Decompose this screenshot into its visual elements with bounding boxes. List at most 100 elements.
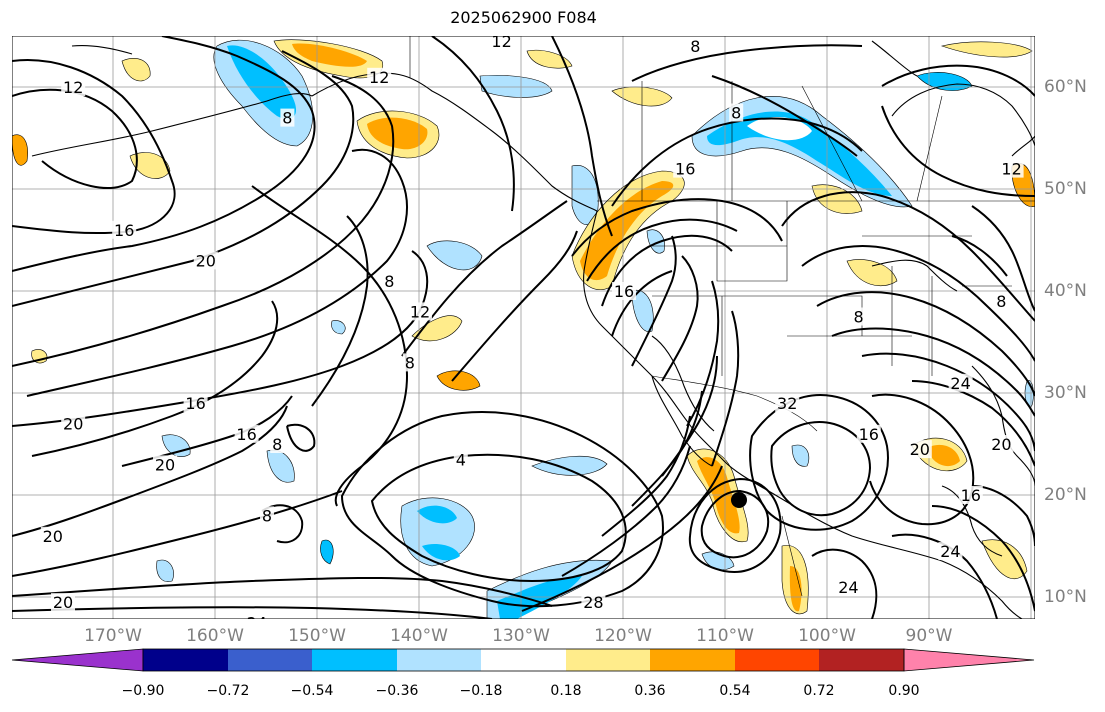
lon-label: 130°W xyxy=(492,626,550,646)
contour-label-bg xyxy=(234,424,259,443)
contour-label: 12 xyxy=(1001,160,1021,179)
contour-label-bg xyxy=(673,159,698,178)
lat-label: 20°N xyxy=(1044,485,1087,505)
lon-label: 170°W xyxy=(84,626,142,646)
colorbar-segment-2 xyxy=(228,649,312,671)
colorbar-segment-0 xyxy=(12,648,144,672)
contour-label-bg xyxy=(61,78,86,96)
contour-label-bg xyxy=(489,36,514,51)
contour-label-bg xyxy=(244,613,269,619)
contour-label-bg xyxy=(402,353,417,372)
contour-label: 16 xyxy=(859,425,879,444)
contour-label: 8 xyxy=(690,37,700,56)
contour-label: 4 xyxy=(456,450,466,469)
contour-label: 28 xyxy=(583,593,603,612)
contour-label: 20 xyxy=(63,415,83,434)
contour-label-bg xyxy=(688,37,703,56)
lat-label: 10°N xyxy=(1044,587,1087,607)
contour-label-bg xyxy=(999,159,1024,178)
contour-label: 20 xyxy=(155,455,175,474)
colorbar-tick-label: −0.36 xyxy=(375,683,419,699)
contour-label: 20 xyxy=(991,435,1011,454)
lon-label: 120°W xyxy=(594,626,652,646)
contour-label-bg xyxy=(153,455,177,474)
colorbar xyxy=(12,648,1035,672)
contour-label: 16 xyxy=(961,486,981,505)
contour-label: 32 xyxy=(777,394,797,413)
contour-label: 8 xyxy=(731,104,741,123)
contour-label-bg xyxy=(612,282,636,300)
contour-label-bg xyxy=(948,373,973,392)
contour-label-bg xyxy=(193,251,218,270)
contour-label-bg xyxy=(408,302,432,321)
contour-label: 20 xyxy=(196,251,216,270)
contour-label: 20 xyxy=(910,440,930,459)
colorbar-segment-3 xyxy=(312,649,397,671)
contour-label-bg xyxy=(382,271,397,290)
contour-label: 12 xyxy=(63,78,83,97)
colorbar-segment-4 xyxy=(397,649,481,671)
contour-label: 24 xyxy=(838,578,858,597)
contour-label-bg xyxy=(775,394,800,413)
lon-label: 110°W xyxy=(696,626,754,646)
lat-label: 30°N xyxy=(1044,383,1087,403)
contour-label: 8 xyxy=(262,506,272,525)
contour-label-bg xyxy=(907,440,932,459)
contour-label-bg xyxy=(958,486,983,504)
colorbar-tick-label: −0.54 xyxy=(290,683,334,699)
colorbar-segment-5 xyxy=(481,649,566,671)
contour-label: 12 xyxy=(410,302,430,321)
colorbar-tick-label: −0.72 xyxy=(206,683,250,699)
contour-label-bg xyxy=(729,103,744,122)
lon-label: 100°W xyxy=(798,626,856,646)
graticule xyxy=(12,36,1035,619)
lat-label: 50°N xyxy=(1044,179,1087,199)
contour-label-bg xyxy=(270,435,285,453)
colorbar-tick-label: 0.90 xyxy=(888,683,920,699)
contour-label-bg xyxy=(836,577,861,596)
colorbar-tick-label: −0.18 xyxy=(459,683,503,699)
contour-label: 8 xyxy=(405,353,415,372)
contour-label-bg xyxy=(851,307,866,326)
contour-label: 16 xyxy=(185,394,205,413)
contour-label: 8 xyxy=(384,272,394,291)
contour-label-bg xyxy=(183,394,208,413)
lat-label: 40°N xyxy=(1044,281,1087,301)
colorbar-segment-9 xyxy=(819,649,904,671)
colorbar-tick-label: 0.72 xyxy=(803,683,835,699)
colorbar-tick-label: 0.36 xyxy=(634,683,666,699)
colorbar-segment-6 xyxy=(566,649,650,671)
lon-label: 140°W xyxy=(390,626,448,646)
contour-label: 20 xyxy=(53,593,73,612)
colorbar-tick-label: 0.54 xyxy=(719,683,751,699)
contour-label: 8 xyxy=(272,435,282,454)
contour-label-bg xyxy=(994,292,1009,311)
contour-label-bg xyxy=(112,220,137,239)
lon-label: 90°W xyxy=(905,626,953,646)
contour-label: 16 xyxy=(114,221,134,240)
contour-label-bg xyxy=(453,450,468,469)
contour-label: 12 xyxy=(369,68,389,87)
contour-label: 24 xyxy=(940,542,960,561)
contour-label-bg xyxy=(40,526,65,545)
contour-label: 12 xyxy=(491,36,511,51)
contour-label: 24 xyxy=(950,374,970,393)
contour-label: 20 xyxy=(43,527,63,546)
storm-center-marker xyxy=(731,492,747,508)
colorbar-segment-10 xyxy=(903,648,1035,672)
colorbar-segment-1 xyxy=(143,649,228,671)
colorbar-segment-7 xyxy=(650,649,735,671)
contour-label: 8 xyxy=(282,109,292,128)
contour-label: 16 xyxy=(675,160,695,179)
contour-label: 24 xyxy=(247,614,267,620)
contour-label: 8 xyxy=(996,292,1006,311)
contour-label-bg xyxy=(581,593,606,612)
contour-labels: 12 12 12 8 8 8 12 16 20 16 8 12 8 16 8 8 24 16 20 16 8 20 32 16… xyxy=(40,36,1024,620)
contour-label: 16 xyxy=(614,282,634,301)
contour-label-bg xyxy=(367,67,392,86)
colorbar-tick-label: −0.90 xyxy=(121,683,165,699)
contour-label-bg xyxy=(856,424,881,443)
contour-label-bg xyxy=(280,108,295,127)
contour-label-bg xyxy=(938,542,963,561)
contour-label: 16 xyxy=(236,425,256,444)
